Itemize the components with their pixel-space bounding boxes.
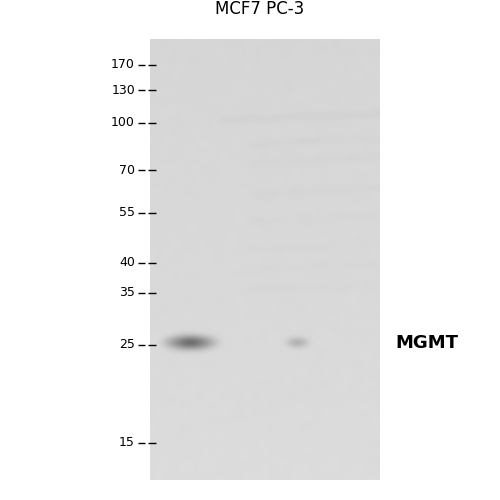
- Text: 100: 100: [111, 116, 135, 129]
- Text: 170: 170: [111, 58, 135, 71]
- Text: 70: 70: [119, 164, 135, 176]
- Text: 15: 15: [119, 436, 135, 449]
- Text: 55: 55: [119, 206, 135, 219]
- Text: 35: 35: [119, 286, 135, 299]
- Text: 40: 40: [119, 256, 135, 269]
- Text: MCF7 PC-3: MCF7 PC-3: [216, 0, 304, 18]
- Text: MGMT: MGMT: [395, 334, 458, 351]
- Text: 25: 25: [119, 338, 135, 351]
- Text: 130: 130: [111, 84, 135, 96]
